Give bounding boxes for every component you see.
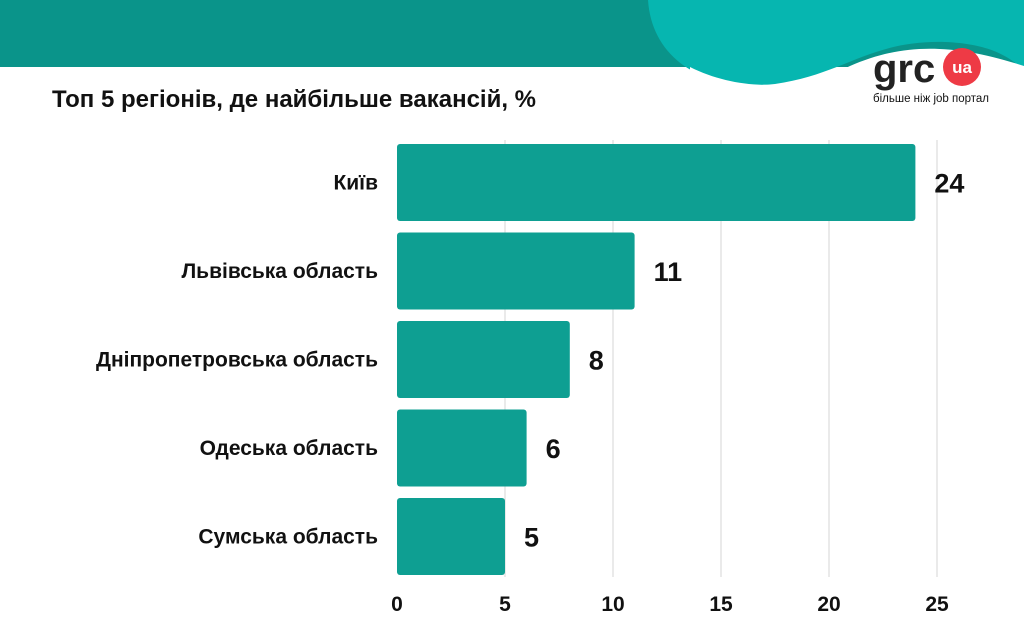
x-tick-label: 0 [391, 593, 403, 616]
category-label: Львівська область [181, 260, 378, 283]
x-axis-ticks: 0 5 10 15 20 25 [391, 593, 949, 616]
value-label: 5 [524, 523, 539, 553]
category-labels: Київ Львівська область Дніпропетровська об… [96, 172, 378, 549]
category-label: Київ [333, 172, 378, 195]
bars [397, 144, 916, 575]
bar [397, 498, 505, 575]
category-label: Сумська область [198, 526, 378, 549]
logo-tagline: більше ніж job портал [873, 93, 989, 105]
category-label: Дніпропетровська область [96, 349, 378, 372]
x-tick-label: 25 [925, 593, 949, 616]
x-tick-label: 20 [817, 593, 840, 616]
logo: grc ua більше ніж job портал [873, 47, 989, 105]
bar [397, 232, 635, 310]
value-label: 11 [654, 257, 683, 287]
x-tick-label: 10 [601, 593, 624, 616]
logo-wordmark: grc [873, 47, 935, 91]
value-label: 6 [546, 434, 561, 464]
bar [397, 409, 527, 487]
header-wave-white [690, 48, 1024, 121]
header-wave-light [648, 0, 1024, 86]
chart-title: Топ 5 регіонів, де найбільше вакансій, % [52, 86, 536, 113]
x-tick-label: 15 [709, 593, 733, 616]
category-label: Одеська область [200, 437, 378, 460]
value-label: 8 [589, 346, 604, 376]
bar [397, 144, 916, 221]
value-label: 24 [934, 169, 964, 199]
logo-badge-text: ua [952, 58, 972, 77]
bar [397, 321, 570, 398]
header-decoration [0, 0, 1024, 121]
logo-badge [943, 48, 981, 86]
x-tick-label: 5 [499, 593, 511, 616]
value-labels: 24 11 8 6 5 [524, 169, 964, 553]
